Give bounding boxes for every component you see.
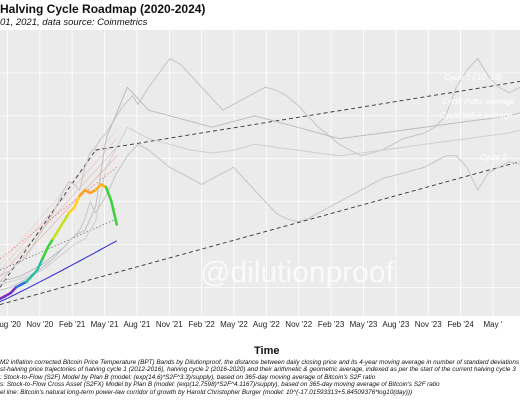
current-cycle-segment: [62, 211, 71, 223]
current-cycle-segment: [30, 268, 39, 278]
x-tick-label: Aug '22: [253, 320, 280, 329]
trend-lines: [0, 81, 520, 305]
footnote-1: M2 inflation corrected Bitcoin Price Tem…: [0, 359, 520, 366]
footnote-5: el line: Bitcoin's natural long-term pow…: [0, 388, 413, 396]
x-tick-label: Nov '22: [285, 320, 312, 329]
chart-title: Halving Cycle Roadmap (2020-2024): [0, 2, 206, 16]
current-cycle-segment: [72, 194, 81, 209]
x-tick-label: Feb '22: [188, 320, 215, 329]
x-tick-label: Aug '20: [0, 320, 21, 329]
x-tick-label: Feb '21: [59, 320, 86, 329]
current-cycle-line: [0, 183, 119, 301]
current-cycle-segment: [46, 237, 55, 249]
x-tick-label: Nov '23: [415, 320, 442, 329]
footnotes: M2 inflation corrected Bitcoin Price Tem…: [0, 359, 520, 396]
x-tick-label: Feb '23: [318, 320, 345, 329]
x-tick-label: Feb '24: [447, 320, 474, 329]
current-cycle-segment: [9, 286, 18, 295]
current-cycle-segment: [41, 246, 50, 261]
x-tick-label: May '22: [220, 320, 248, 329]
current-cycle-segment: [51, 228, 60, 241]
power-law-line: [0, 240, 117, 303]
current-cycle-segment: [35, 257, 44, 272]
x-tick-label: Aug '23: [382, 320, 409, 329]
series-line-cycle1: [0, 58, 520, 277]
x-tick-label: Aug '21: [123, 320, 150, 329]
current-cycle-segment: [57, 220, 65, 232]
watermark: @dilutionproof: [200, 256, 395, 289]
current-cycle-segment: [94, 183, 103, 192]
s2f-model-line: [0, 218, 117, 271]
temperature-band-line: [0, 129, 118, 265]
series-lines: [0, 58, 520, 291]
x-tick-label: May '21: [91, 320, 119, 329]
series-line-cycle2: [0, 143, 520, 291]
x-axis-title: Time: [254, 345, 280, 357]
x-tick-label: Nov '20: [26, 320, 53, 329]
series-label: Cycle 1 ('12-'16): [444, 73, 502, 82]
trend-line-upper: [95, 81, 520, 151]
x-axis-ticks: Aug '20 Nov '20 Feb '21 May '21 Aug '21 Nov '…: [0, 320, 503, 329]
trend-line-lower: [0, 161, 520, 305]
footnote-3: : Stock-to-Flow (S2F) Model by Plan B (m…: [0, 373, 376, 381]
current-cycle-segment: [78, 188, 87, 198]
s2fx-model-line: [0, 166, 117, 260]
grid-lines: [0, 30, 520, 316]
temperature-bands: [0, 129, 118, 282]
temperature-band-line: [0, 146, 118, 277]
current-cycle-segment: [67, 206, 76, 215]
series-labels: Cycle 1 ('12-'16) Cycle index average Cycl…: [440, 73, 515, 162]
chart-subtitle: 01, 2021, data source: Coinmetrics: [0, 17, 148, 28]
temperature-band-line: [0, 138, 118, 271]
x-tick-label: May '23: [350, 320, 378, 329]
current-cycle-segment: [104, 186, 113, 203]
series-line-avg_geo: [0, 126, 520, 285]
series-label: Cycle index average: [442, 97, 515, 106]
current-cycle-segment: [110, 200, 119, 226]
series-line-avg_arith: [0, 86, 520, 283]
plot-panel: [0, 30, 520, 316]
current-cycle-segment: [25, 274, 34, 283]
x-tick-label: Nov '21: [156, 320, 183, 329]
series-label: Cycle index average: [440, 111, 513, 120]
footnote-2: st-halving price trajectories of halving…: [0, 366, 516, 374]
footnote-4: s: Stock-to-Flow Cross Asset (S2FX) Mode…: [0, 381, 440, 389]
x-tick-label: May ': [484, 320, 503, 329]
temperature-band-line: [0, 155, 118, 282]
series-label: Cycle 2: [480, 153, 507, 162]
